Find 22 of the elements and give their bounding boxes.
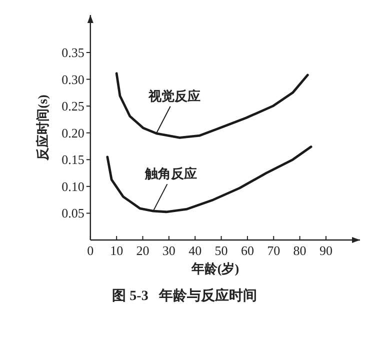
y-tick-label: 0.20: [62, 125, 84, 140]
y-axis-title: 反应时间(s): [35, 94, 50, 162]
series-label: 触角反应: [144, 166, 198, 182]
x-tick-label: 80: [293, 243, 306, 258]
series-label: 视觉反应: [147, 88, 200, 104]
x-tick-label: 0: [87, 243, 94, 258]
caption: 图 5-3 年龄与反应时间: [112, 287, 257, 304]
x-tick-label: 40: [188, 243, 202, 258]
y-tick-label: 0.30: [62, 72, 84, 87]
x-tick-label: 20: [136, 243, 150, 258]
x-tick-label: 30: [162, 243, 176, 258]
x-axis-title: 年龄(岁): [190, 261, 240, 276]
y-tick-label: 0.35: [62, 45, 84, 60]
x-tick-label: 50: [214, 243, 228, 258]
y-tick-label: 0.15: [62, 152, 84, 168]
x-tick-label: 70: [267, 243, 280, 258]
x-tick-label: 90: [319, 243, 332, 258]
y-tick-label: 0.10: [62, 178, 84, 194]
y-tick-label: 0.25: [62, 98, 84, 114]
x-tick-label: 60: [240, 243, 254, 258]
x-tick-label: 10: [110, 243, 124, 258]
y-tick-label: 0.05: [62, 206, 84, 221]
